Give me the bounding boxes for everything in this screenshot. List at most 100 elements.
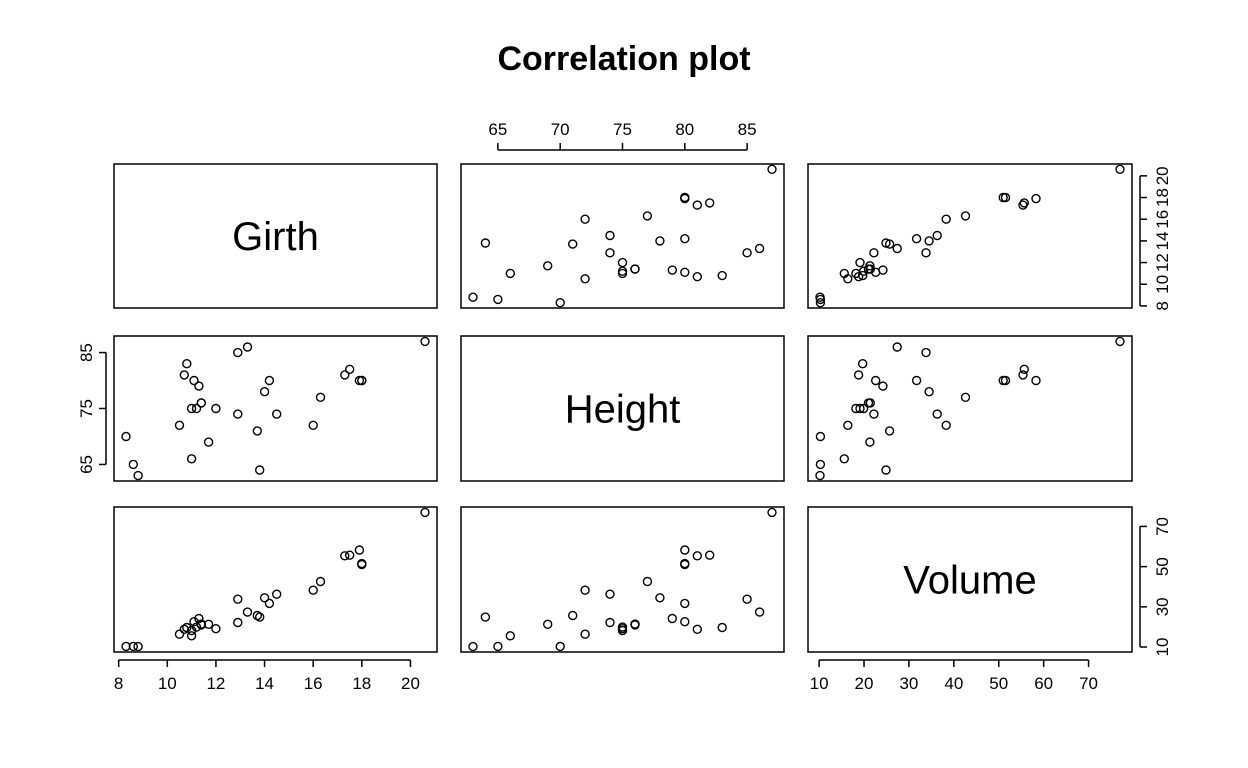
data-point	[767, 164, 777, 175]
data-point	[617, 257, 628, 268]
data-point	[315, 392, 326, 402]
data-point	[1019, 198, 1030, 208]
data-point	[941, 420, 951, 430]
data-point	[815, 292, 825, 302]
tick-label: 12	[1153, 253, 1172, 272]
data-point	[272, 409, 282, 419]
tick-label: 14	[1153, 231, 1172, 250]
data-point	[174, 629, 185, 639]
panel-girth-height	[460, 163, 785, 309]
data-point	[605, 617, 615, 628]
data-point	[680, 559, 690, 570]
data-point	[233, 409, 243, 419]
data-point	[680, 192, 690, 203]
data-point	[878, 381, 888, 391]
data-point	[692, 272, 702, 282]
data-point	[655, 236, 665, 246]
data-point	[642, 576, 653, 587]
panel-girth-volume	[807, 163, 1133, 309]
data-point	[680, 267, 690, 277]
data-point	[194, 381, 204, 391]
data-point	[203, 437, 214, 447]
chart-title: Correlation plot	[497, 40, 750, 78]
data-point	[865, 398, 875, 408]
data-point	[680, 233, 690, 244]
data-point	[642, 211, 653, 221]
data-point	[911, 233, 922, 244]
data-point	[233, 594, 243, 604]
data-point	[853, 370, 864, 380]
data-point	[345, 364, 355, 374]
data-point	[858, 266, 869, 276]
data-point	[881, 238, 891, 248]
tick-label: 30	[899, 674, 918, 693]
data-point	[252, 426, 262, 436]
panel-frame	[113, 506, 438, 653]
data-point	[911, 375, 922, 386]
data-point	[211, 403, 221, 414]
data-point	[680, 598, 690, 609]
panel-frame	[460, 335, 785, 482]
data-point	[468, 641, 478, 652]
data-point	[233, 347, 243, 358]
data-point	[839, 268, 849, 279]
data-point	[717, 270, 727, 281]
data-point	[630, 264, 640, 274]
data-point	[543, 619, 553, 629]
data-point	[194, 613, 204, 624]
panel-frame	[807, 163, 1133, 309]
data-point	[705, 550, 715, 560]
data-point	[869, 409, 879, 419]
tick-label: 12	[206, 674, 225, 693]
tick-label: 75	[613, 120, 632, 139]
panel-frame	[113, 335, 438, 482]
data-point	[754, 607, 765, 617]
data-point	[1019, 364, 1030, 374]
tick-label: 30	[1153, 597, 1172, 616]
tick-label: 70	[1153, 517, 1172, 536]
data-point	[189, 375, 199, 386]
data-point	[211, 624, 221, 634]
data-point	[580, 629, 590, 639]
data-point	[865, 261, 875, 271]
tick-label: 10	[158, 674, 177, 693]
panel-height-volume	[807, 335, 1133, 482]
data-point	[580, 274, 590, 284]
data-point	[858, 403, 869, 414]
data-point	[203, 619, 214, 629]
data-point	[121, 431, 131, 442]
tick-label: 20	[855, 674, 874, 693]
data-point	[865, 437, 875, 447]
data-point	[865, 264, 875, 274]
data-point	[692, 551, 702, 561]
data-point	[815, 431, 826, 442]
data-point	[128, 641, 139, 652]
data-point	[580, 585, 590, 595]
data-point	[1031, 375, 1041, 386]
data-point	[932, 230, 942, 241]
tick-label: 85	[77, 343, 96, 362]
data-point	[878, 265, 888, 275]
data-point	[924, 387, 934, 397]
data-point	[815, 459, 826, 470]
data-point	[568, 610, 578, 621]
data-point	[960, 211, 971, 221]
data-point	[272, 589, 282, 599]
data-point	[357, 559, 367, 570]
data-point	[998, 375, 1008, 386]
tick-label: 70	[1079, 674, 1098, 693]
data-point	[315, 576, 326, 587]
data-point	[255, 465, 265, 475]
data-point	[667, 265, 677, 275]
tick-label: 16	[1153, 210, 1172, 229]
data-point	[692, 200, 702, 210]
data-point	[568, 239, 578, 249]
data-point	[182, 622, 192, 633]
variable-label-volume: Volume	[903, 559, 1036, 603]
data-point	[892, 243, 902, 254]
data-point	[932, 409, 942, 419]
data-point	[259, 593, 270, 603]
data-point	[921, 248, 931, 258]
tick-label: 10	[1153, 638, 1172, 657]
